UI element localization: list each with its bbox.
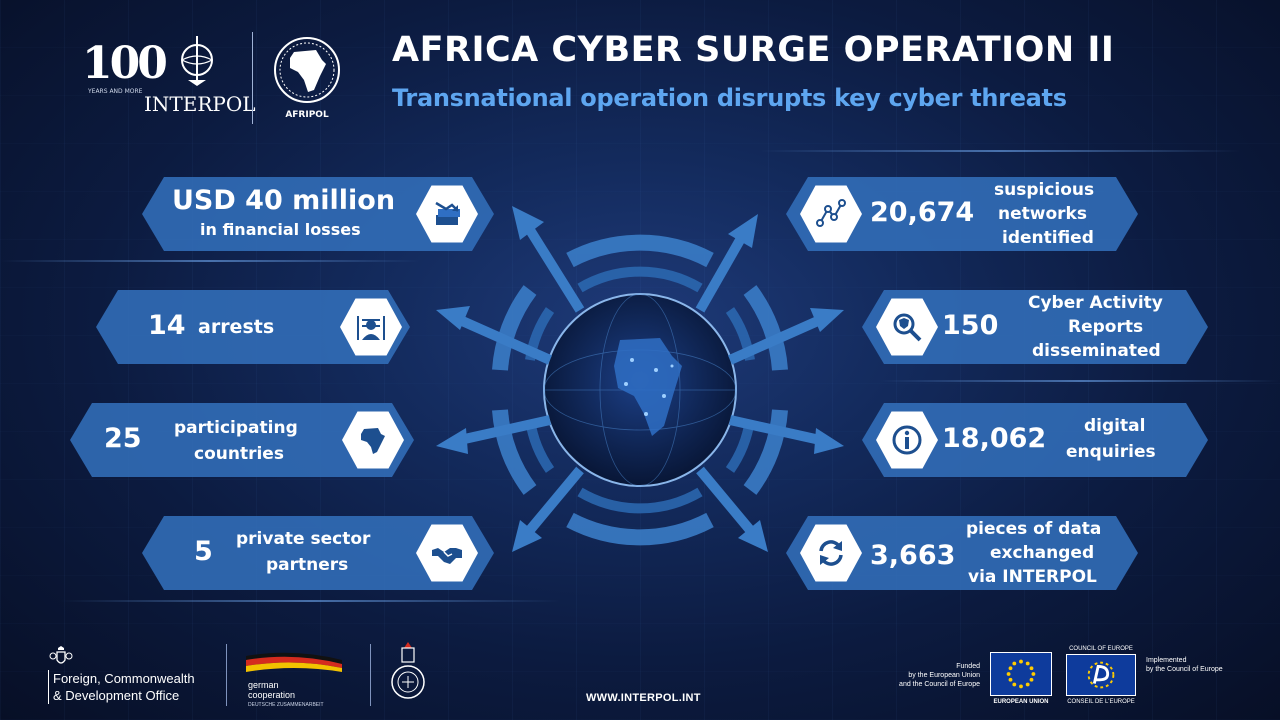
implemented-line2: by the Council of Europe: [1146, 666, 1223, 673]
page-subtitle: Transnational operation disrupts key cyb…: [392, 84, 1067, 112]
stat-label: in financial losses: [200, 220, 361, 239]
interpol-100-logo: 100: [82, 38, 168, 89]
stat-label-line1: participating: [174, 418, 298, 438]
stat-label-line1: Cyber Activity: [1028, 293, 1163, 313]
footer: Foreign, Commonwealth & Development Offi…: [0, 636, 1280, 720]
network-nodes-icon: [800, 183, 862, 245]
stat-box-private-partners: 5 private sector partners: [142, 516, 494, 590]
uk-royal-crest-icon: [49, 646, 73, 664]
german-cooperation-logo-text: german cooperation DEUTSCHE ZUSAMMENARBE…: [248, 680, 324, 710]
page-title: AFRICA CYBER SURGE OPERATION II: [392, 30, 1115, 70]
stat-label-line2: exchanged: [990, 543, 1095, 563]
background-streak: [60, 600, 560, 602]
stat-box-financial-losses: USD 40 million in financial losses: [142, 177, 494, 251]
footer-divider: [370, 644, 371, 706]
background-streak: [760, 150, 1240, 152]
police-emblem-icon: [391, 642, 425, 699]
stat-label-line1: pieces of data: [966, 519, 1102, 539]
header-logos: 100 YEARS AND MORE INTERPOL AFRIPOL: [82, 28, 382, 124]
stat-value: 5: [194, 536, 213, 567]
stat-value: 25: [104, 423, 142, 454]
stat-label-line2: Reports: [1068, 317, 1144, 337]
stat-box-data-exchanged: 3,663 pieces of data exchanged via INTER…: [786, 516, 1138, 590]
stat-label-line2: partners: [266, 555, 349, 575]
stat-label-line2: networks: [998, 204, 1087, 224]
stat-label-line2: enquiries: [1066, 442, 1156, 462]
interpol-100-subtext: YEARS AND MORE: [88, 88, 143, 95]
gc-line1: german: [248, 680, 279, 690]
stat-value: 3,663: [870, 540, 956, 571]
stat-value: 150: [942, 310, 999, 341]
money-stack-icon: [416, 183, 478, 245]
background-streak: [880, 380, 1280, 382]
funded-line2: by the European Union: [908, 672, 980, 679]
stat-label-line3: disseminated: [1032, 341, 1161, 361]
german-cooperation-flag-icon: [246, 652, 342, 672]
fcdo-line2: & Development Office: [53, 688, 180, 703]
eu-flag-icon: [990, 652, 1052, 696]
funded-line3: and the Council of Europe: [899, 681, 980, 688]
info-icon: [876, 409, 938, 471]
implemented-by-text: Implemented by the Council of Europe: [1146, 656, 1246, 674]
stat-box-suspicious-networks: 20,674 suspicious networks identified: [786, 177, 1138, 251]
coe-top-label: COUNCIL OF EUROPE: [1069, 646, 1133, 652]
afripol-logo: AFRIPOL: [268, 32, 346, 122]
afripol-emblem-icon: [274, 37, 340, 103]
funded-line1: Funded: [956, 663, 980, 670]
funded-by-text: Funded by the European Union and the Cou…: [880, 662, 980, 689]
magnifier-shield-icon: [876, 296, 938, 358]
fcdo-logo-text: Foreign, Commonwealth & Development Offi…: [48, 670, 195, 704]
afripol-name: AFRIPOL: [285, 110, 329, 120]
council-of-europe-flag-icon: [1066, 654, 1136, 696]
refresh-arrows-icon: [800, 522, 862, 584]
stat-value: 20,674: [870, 197, 975, 228]
stat-value: USD 40 million: [172, 185, 396, 216]
stat-value: 18,062: [942, 423, 1047, 454]
stat-label-line1: private sector: [236, 529, 371, 549]
fcdo-line1: Foreign, Commonwealth: [53, 671, 195, 686]
interpol-website-link[interactable]: WWW.INTERPOL.INT: [586, 692, 701, 704]
handshake-icon: [416, 522, 478, 584]
background-streak: [0, 260, 420, 262]
eu-label: EUROPEAN UNION: [993, 699, 1049, 705]
stat-box-participating-countries: 25 participating countries: [70, 403, 414, 477]
logo-divider: [252, 32, 253, 124]
stat-box-arrests: 14 arrests: [96, 290, 410, 364]
interpol-emblem-icon: [181, 36, 213, 86]
arrested-person-icon: [340, 296, 402, 358]
stat-box-cyber-reports: 150 Cyber Activity Reports disseminated: [862, 290, 1208, 364]
coe-label: CONSEIL DE L'EUROPE: [1067, 699, 1135, 705]
stat-label-line1: digital: [1084, 416, 1146, 436]
interpol-name: INTERPOL: [144, 92, 256, 116]
stat-label: arrests: [198, 316, 275, 338]
stat-value: 14: [148, 310, 186, 341]
stat-box-digital-enquiries: 18,062 digital enquiries: [862, 403, 1208, 477]
stat-label-line2: countries: [194, 444, 284, 464]
gc-line2: cooperation: [248, 690, 296, 700]
stat-label-line1: suspicious: [994, 180, 1095, 200]
africa-map-icon: [342, 409, 404, 471]
central-globe-graphic: [436, 206, 844, 552]
gc-line3: DEUTSCHE ZUSAMMENARBEIT: [248, 702, 324, 708]
stat-label-line3: via INTERPOL: [968, 567, 1097, 587]
implemented-line1: Implemented: [1146, 657, 1187, 664]
footer-divider: [226, 644, 227, 706]
stat-label-line3: identified: [1002, 228, 1094, 248]
